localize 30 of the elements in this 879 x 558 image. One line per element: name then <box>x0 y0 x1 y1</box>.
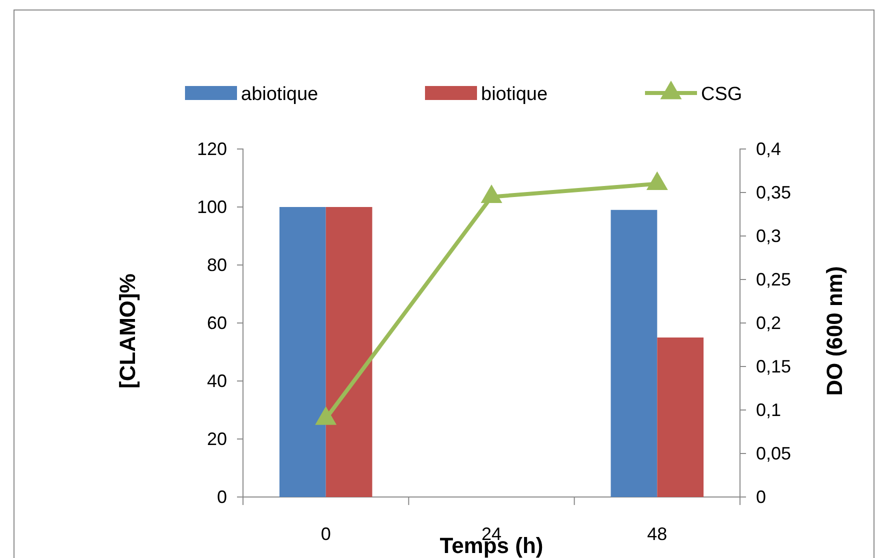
y2-tick-label: 0,3 <box>756 226 782 246</box>
y-tick-label: 20 <box>206 428 227 449</box>
y2-tick-label: 0,05 <box>756 443 792 464</box>
y-tick-label: 120 <box>196 138 227 159</box>
y2-axis-title: DO (600 nm) <box>822 266 847 396</box>
y2-tick-label: 0,25 <box>756 269 792 290</box>
bar <box>610 210 658 497</box>
point <box>315 406 337 425</box>
bar <box>279 207 326 497</box>
x-tick-label: 0 <box>320 524 331 544</box>
y2-tick-label: 0,15 <box>756 356 792 376</box>
y2-tick-label: 0,2 <box>756 312 782 333</box>
y2-tick-label: 0,4 <box>756 138 782 159</box>
y-tick-label: 80 <box>206 254 227 275</box>
legend-label: biotique <box>481 84 548 105</box>
point <box>480 184 502 204</box>
y-tick-label: 0 <box>216 486 227 507</box>
legend-label: abiotique <box>241 84 318 105</box>
y-axis-title: [CLAMO]% <box>115 274 140 388</box>
point <box>646 171 668 190</box>
y-tick-label: 40 <box>206 370 227 391</box>
y2-tick-label: 0 <box>756 486 766 507</box>
legend-label: CSG <box>701 84 742 105</box>
y-tick-label: 100 <box>196 196 227 217</box>
y2-tick-label: 0,1 <box>756 400 782 420</box>
y-tick-label: 60 <box>206 312 227 333</box>
bar <box>326 207 372 497</box>
x-tick-label: 48 <box>647 524 668 544</box>
bar <box>657 338 704 497</box>
y2-tick-label: 0,35 <box>756 182 792 202</box>
